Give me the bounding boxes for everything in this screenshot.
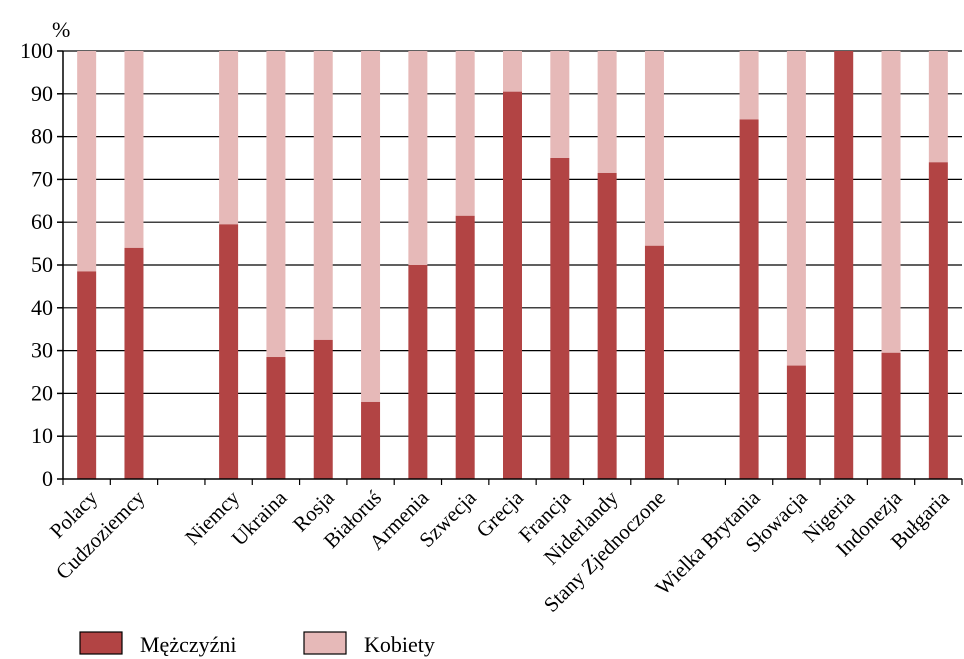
y-tick-label: 10 — [31, 423, 53, 448]
y-tick-label: 90 — [31, 81, 53, 106]
legend-swatch-women — [303, 631, 347, 655]
bar-men-cudzoziemcy — [124, 247, 144, 479]
bar-men-armenia — [408, 265, 428, 479]
y-tick-label: 70 — [31, 166, 53, 191]
bar-men-rosja — [313, 339, 333, 479]
bar-women-armenia — [408, 51, 428, 265]
bar-women-wielka-brytania — [739, 51, 759, 120]
bar-men-polacy — [77, 271, 97, 479]
bars — [77, 51, 948, 480]
bar-men-niderlandy — [597, 172, 617, 480]
bar-women-polacy — [77, 51, 97, 272]
bar-women-niemcy — [219, 51, 239, 225]
bar-men-indonezja — [881, 352, 901, 479]
bar-men-wielka-brytania — [739, 119, 759, 479]
bar-men-słowacja — [786, 365, 806, 479]
y-tick-label: 80 — [31, 124, 53, 149]
y-tick-label: 30 — [31, 338, 53, 363]
bar-men-białoruś — [361, 401, 381, 479]
bar-men-bułgaria — [928, 162, 948, 479]
bar-men-szwecja — [455, 215, 475, 479]
legend-swatch-men — [79, 631, 123, 655]
y-tick-label: 40 — [31, 295, 53, 320]
legend: Mężczyźni Kobiety — [79, 631, 435, 657]
bar-men-ukraina — [266, 357, 286, 479]
y-tick-label: 60 — [31, 209, 53, 234]
bar-men-grecja — [503, 91, 522, 479]
bar-women-rosja — [313, 51, 333, 340]
bar-women-ukraina — [266, 51, 286, 358]
bar-women-stany-zjednoczone — [644, 51, 664, 246]
legend-label-men: Mężczyźni — [140, 632, 237, 657]
bar-men-stany-zjednoczone — [644, 245, 664, 479]
legend-label-women: Kobiety — [364, 632, 435, 657]
axes — [57, 50, 963, 485]
bar-women-francja — [550, 51, 570, 158]
y-tick-label: 0 — [42, 466, 53, 491]
bar-women-bułgaria — [928, 51, 948, 163]
y-tick-labels: 0 10 20 30 40 50 60 70 80 90 100 — [20, 38, 53, 491]
bar-women-słowacja — [786, 51, 806, 366]
bar-women-białoruś — [361, 51, 381, 402]
y-tick-label: 100 — [20, 38, 53, 63]
bar-women-grecja — [503, 51, 522, 92]
bar-women-szwecja — [455, 51, 475, 216]
bar-men-niemcy — [219, 224, 239, 479]
bar-women-niderlandy — [597, 51, 617, 173]
y-axis-unit-label: % — [52, 17, 70, 42]
bar-women-indonezja — [881, 51, 901, 353]
bar-men-nigeria — [834, 51, 854, 479]
y-tick-label: 20 — [31, 380, 53, 405]
y-tick-label: 50 — [31, 252, 53, 277]
bar-men-francja — [550, 158, 570, 479]
bar-women-cudzoziemcy — [124, 51, 144, 248]
